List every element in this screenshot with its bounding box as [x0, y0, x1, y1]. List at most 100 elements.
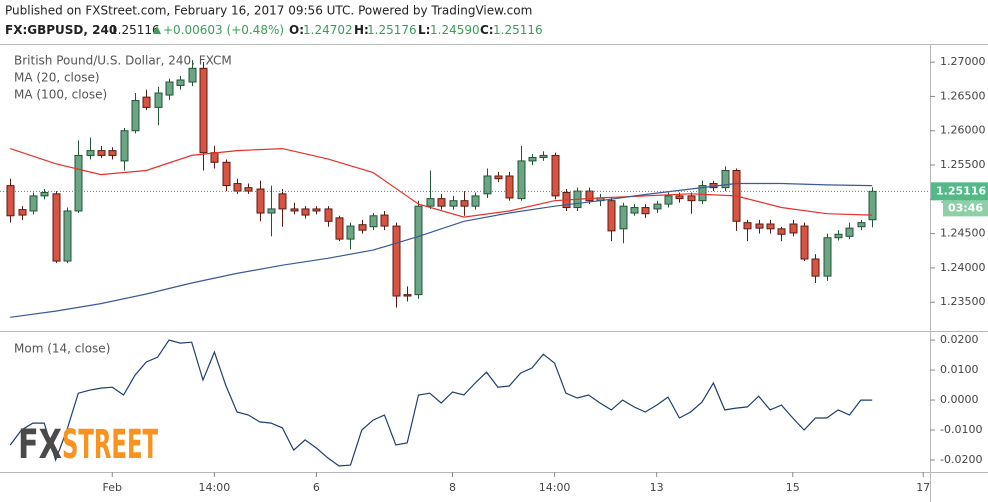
- ohlc-label: L:: [418, 23, 430, 37]
- published-note: Published on FXStreet.com, February 16, …: [5, 4, 532, 18]
- candle-body: [278, 193, 287, 210]
- y-tick-label: 1.23500: [940, 295, 986, 308]
- candle-body: [834, 233, 843, 239]
- candle-body: [86, 150, 95, 156]
- momentum-line: [9, 339, 873, 467]
- y-tick-label: 1.26500: [940, 89, 986, 102]
- candle-body: [369, 215, 378, 228]
- candle-body: [437, 198, 446, 207]
- ohlc-value: 1.25116: [493, 23, 543, 37]
- candle-body: [324, 208, 333, 222]
- candle-body: [199, 67, 208, 154]
- candle-body: [789, 223, 798, 234]
- candle-body: [483, 175, 492, 195]
- candle-body: [267, 208, 276, 214]
- candle-body: [256, 188, 265, 214]
- candle-body: [653, 203, 662, 210]
- candle-body: [664, 195, 673, 205]
- candle-body: [868, 190, 877, 221]
- logo-street: STREET: [62, 422, 158, 468]
- candle-body: [505, 175, 514, 199]
- candle-body: [18, 209, 27, 216]
- candle-body: [607, 200, 616, 232]
- ohlc-value: 1.24702: [303, 23, 353, 37]
- y-tick-label: -0.0100: [940, 423, 982, 436]
- candle-body: [358, 224, 367, 231]
- candle-body: [743, 222, 752, 230]
- candle-body: [335, 217, 344, 240]
- candle-body: [312, 208, 321, 212]
- candle-body: [449, 200, 458, 207]
- candle-body: [517, 160, 526, 200]
- candle-body: [460, 200, 469, 207]
- x-tick-label: 14:00: [199, 481, 231, 494]
- candle-body: [120, 130, 129, 162]
- candle-body: [777, 228, 786, 235]
- ma-line: [10, 182, 873, 318]
- candle-body: [687, 195, 696, 202]
- candle-body: [698, 185, 707, 202]
- ohlc-value: 1.25176: [367, 23, 417, 37]
- candle-body: [721, 170, 730, 189]
- candle-body: [154, 92, 163, 108]
- quote-line: FX:GBPUSD, 240 1.25116 +0.00603 (+0.48%)…: [5, 23, 543, 37]
- logo-fx: FX: [18, 422, 62, 468]
- candle-body: [641, 207, 650, 215]
- countdown-label: 03:46: [948, 201, 983, 214]
- ohlc-label: O:: [289, 23, 304, 37]
- legend-entry: MA (20, close): [14, 71, 100, 85]
- x-tick-label: Feb: [103, 481, 122, 494]
- candle-body: [619, 205, 628, 230]
- candle-body: [426, 198, 435, 207]
- x-tick-label: 14:00: [539, 481, 571, 494]
- y-tick-label: 1.24000: [940, 261, 986, 274]
- indicator-title: Mom (14, close): [14, 342, 110, 356]
- symbol: FX:GBPUSD, 240: [5, 23, 117, 37]
- candle-body: [74, 154, 83, 212]
- ohlc-label: C:: [480, 23, 494, 37]
- frame: [0, 44, 988, 502]
- y-tick-label: 0.0000: [940, 393, 979, 406]
- x-tick-label: 8: [449, 481, 456, 494]
- candle-body: [471, 195, 480, 207]
- candle-body: [585, 190, 594, 202]
- candle-body: [403, 294, 412, 297]
- candle-body: [551, 154, 560, 197]
- candle-body: [29, 195, 38, 212]
- candle-body: [188, 67, 197, 83]
- candle-body: [380, 214, 389, 227]
- up-arrow: [153, 26, 161, 34]
- candle-body: [539, 154, 548, 158]
- last-price: 1.25116: [110, 23, 160, 37]
- candle-body: [766, 223, 775, 230]
- candle-body: [494, 175, 503, 180]
- candle-body: [6, 185, 15, 217]
- candle-body: [40, 191, 49, 197]
- x-tick-label: 17: [916, 481, 930, 494]
- y-tick-label: -0.0200: [940, 453, 982, 466]
- countdown-box: [943, 200, 988, 217]
- candle-body: [131, 100, 140, 132]
- candle-body: [233, 183, 242, 192]
- candle-body: [176, 79, 185, 86]
- legend-entry: MA (100, close): [14, 88, 107, 102]
- candle-body: [800, 225, 809, 260]
- candle-body: [811, 258, 820, 277]
- last-price-label: 1.25116: [936, 184, 986, 197]
- candle-body: [675, 195, 684, 200]
- chart-title: British Pound/U.S. Dollar, 240, FXCM: [14, 54, 232, 68]
- candle-body: [63, 210, 72, 262]
- candle-body: [222, 161, 231, 187]
- candle-body: [301, 208, 310, 216]
- change: +0.00603 (+0.48%): [163, 23, 284, 37]
- candle-body: [346, 225, 355, 240]
- candle-body: [52, 193, 61, 262]
- candle-body: [857, 222, 866, 228]
- candle-body: [630, 207, 639, 214]
- candle-body: [392, 225, 401, 297]
- candle-body: [823, 237, 832, 277]
- candle-body: [210, 152, 219, 163]
- candle-body: [414, 205, 423, 296]
- y-tick-label: 0.0100: [940, 363, 979, 376]
